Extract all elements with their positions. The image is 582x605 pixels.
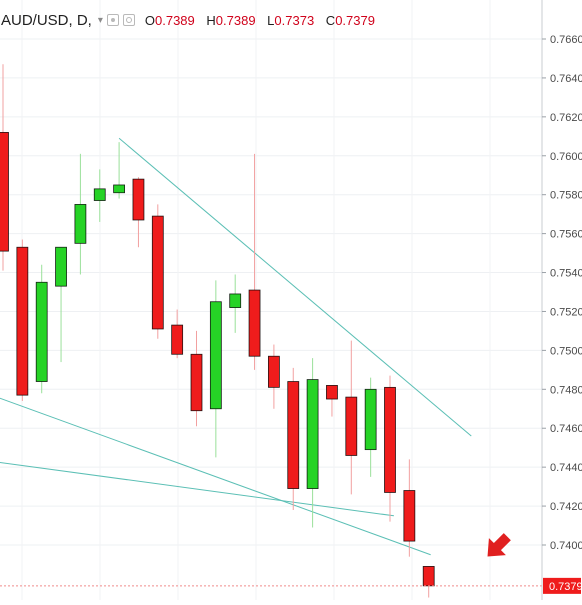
low-value: 0.7373 bbox=[274, 12, 315, 28]
candle-down bbox=[16, 246, 29, 396]
candle-down bbox=[422, 566, 435, 587]
settings-icon[interactable] bbox=[122, 14, 135, 26]
grid bbox=[0, 0, 542, 600]
candle-down bbox=[326, 385, 338, 400]
candle-down bbox=[345, 396, 358, 456]
candle-down bbox=[403, 490, 416, 542]
eye-icon[interactable] bbox=[106, 14, 119, 26]
high-label: H bbox=[206, 12, 216, 28]
trendlines[interactable] bbox=[0, 137, 472, 556]
candle-down bbox=[248, 289, 261, 357]
high-value: 0.7389 bbox=[215, 12, 256, 28]
symbol-label[interactable]: AUD/USD, D, bbox=[1, 11, 92, 29]
candle-down bbox=[0, 132, 9, 252]
y-tick-label: 0.7620 bbox=[550, 112, 582, 124]
candle-up bbox=[55, 246, 67, 287]
y-tick-label: 0.7600 bbox=[550, 151, 582, 163]
candle-down bbox=[190, 353, 203, 412]
y-tick-label: 0.7440 bbox=[550, 462, 582, 474]
candle-down bbox=[132, 178, 145, 221]
trendline[interactable] bbox=[0, 395, 431, 556]
candle-up bbox=[364, 388, 377, 451]
candle-up bbox=[229, 293, 242, 308]
candles bbox=[0, 64, 435, 598]
price-axis[interactable]: 0.7660 0.7640 0.7620 0.7600 0.7580 0.7560 0.75… bbox=[541, 0, 582, 600]
y-tick-label: 0.7560 bbox=[550, 229, 582, 241]
open-value: 0.7389 bbox=[155, 12, 195, 28]
candle-up bbox=[306, 379, 319, 489]
candle-down bbox=[151, 215, 164, 330]
candle-up bbox=[35, 281, 48, 382]
trendline[interactable] bbox=[0, 461, 394, 517]
candle-down bbox=[267, 355, 280, 388]
y-tick-label: 0.7580 bbox=[550, 190, 582, 202]
last-price-label: 0.7379 bbox=[549, 581, 582, 593]
ohlc-readout: O0.7389 H0.7389 L0.7373 C0.7379 bbox=[145, 13, 383, 28]
low-label: L bbox=[267, 12, 275, 28]
close-value: 0.7379 bbox=[335, 12, 375, 28]
y-tick-label: 0.7640 bbox=[550, 73, 582, 85]
y-tick-label: 0.7420 bbox=[550, 501, 582, 513]
candle-up bbox=[209, 301, 222, 410]
annotation bbox=[487, 533, 511, 557]
candle-down bbox=[384, 386, 396, 493]
y-tick-label: 0.7500 bbox=[550, 345, 582, 357]
chart-header: AUD/USD, D, ▾ O0.7389 H0.7389 L0.7373 C0… bbox=[0, 8, 383, 32]
y-tick-label: 0.7480 bbox=[550, 384, 582, 396]
arrow-down-right-icon bbox=[487, 533, 511, 557]
candle-up bbox=[113, 184, 125, 194]
close-label: C bbox=[325, 12, 336, 28]
last-price-tag bbox=[543, 577, 581, 594]
y-tick-label: 0.7520 bbox=[550, 306, 582, 318]
trendline[interactable] bbox=[118, 137, 472, 437]
y-tick-label: 0.7460 bbox=[550, 423, 582, 435]
chevron-down-icon[interactable]: ▾ bbox=[97, 14, 103, 26]
y-tick-label: 0.7400 bbox=[550, 540, 582, 552]
candle-down bbox=[171, 324, 184, 355]
candle-down bbox=[287, 381, 300, 489]
open-label: O bbox=[144, 12, 155, 28]
candle-up bbox=[93, 188, 106, 201]
y-tick-label: 0.7540 bbox=[550, 268, 582, 280]
y-tick-label: 0.7660 bbox=[550, 34, 582, 46]
candle-up bbox=[74, 204, 87, 244]
